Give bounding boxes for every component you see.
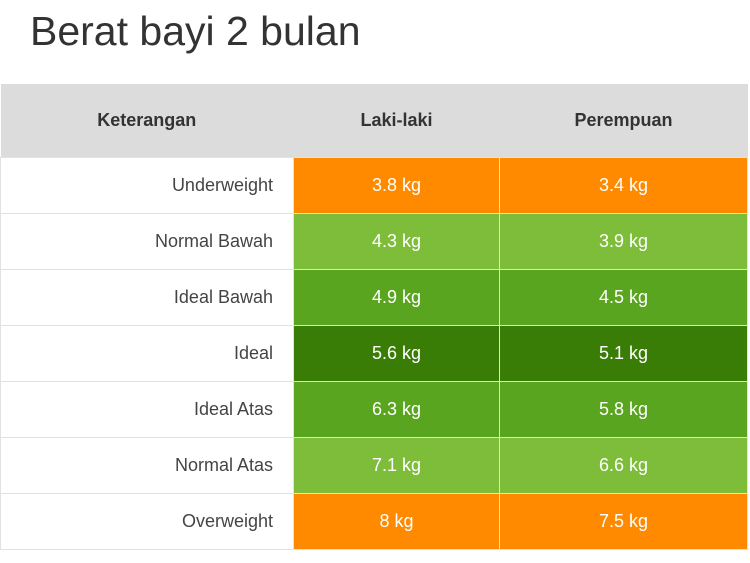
table-row: Overweight 8 kg 7.5 kg <box>0 493 748 550</box>
page-title: Berat bayi 2 bulan <box>30 8 361 54</box>
table-row: Ideal 5.6 kg 5.1 kg <box>0 325 748 382</box>
weight-cell: 5.8 kg <box>499 381 748 438</box>
weight-cell: 7.5 kg <box>499 493 748 550</box>
row-label: Ideal Atas <box>0 381 294 438</box>
table-row: Normal Bawah 4.3 kg 3.9 kg <box>0 213 748 270</box>
row-label: Ideal Bawah <box>0 269 294 326</box>
row-label: Ideal <box>0 325 294 382</box>
table-header: Keterangan Laki-laki Perempuan <box>0 84 748 158</box>
weight-cell: 6.3 kg <box>293 381 500 438</box>
header-cell: Keterangan <box>0 84 294 158</box>
weight-cell: 5.6 kg <box>293 325 500 382</box>
table-row: Ideal Bawah 4.9 kg 4.5 kg <box>0 269 748 326</box>
header-cell: Laki-laki <box>293 84 500 158</box>
weight-cell: 4.3 kg <box>293 213 500 270</box>
weight-cell: 3.4 kg <box>499 157 748 214</box>
weight-cell: 3.8 kg <box>293 157 500 214</box>
table-row: Underweight 3.8 kg 3.4 kg <box>0 157 748 214</box>
table-row: Ideal Atas 6.3 kg 5.8 kg <box>0 381 748 438</box>
weight-cell: 3.9 kg <box>499 213 748 270</box>
weight-cell: 6.6 kg <box>499 437 748 494</box>
weight-cell: 8 kg <box>293 493 500 550</box>
table-row: Normal Atas 7.1 kg 6.6 kg <box>0 437 748 494</box>
row-label: Normal Atas <box>0 437 294 494</box>
weight-table: Keterangan Laki-laki Perempuan Underweight… <box>0 84 748 550</box>
weight-cell: 4.5 kg <box>499 269 748 326</box>
header-cell: Perempuan <box>499 84 748 158</box>
weight-cell: 7.1 kg <box>293 437 500 494</box>
header-row: Keterangan Laki-laki Perempuan <box>0 84 748 158</box>
weight-cell: 5.1 kg <box>499 325 748 382</box>
table-body: Underweight 3.8 kg 3.4 kg Normal Bawah 4.3 k… <box>0 157 748 550</box>
row-label: Overweight <box>0 493 294 550</box>
row-label: Underweight <box>0 157 294 214</box>
weight-cell: 4.9 kg <box>293 269 500 326</box>
row-label: Normal Bawah <box>0 213 294 270</box>
